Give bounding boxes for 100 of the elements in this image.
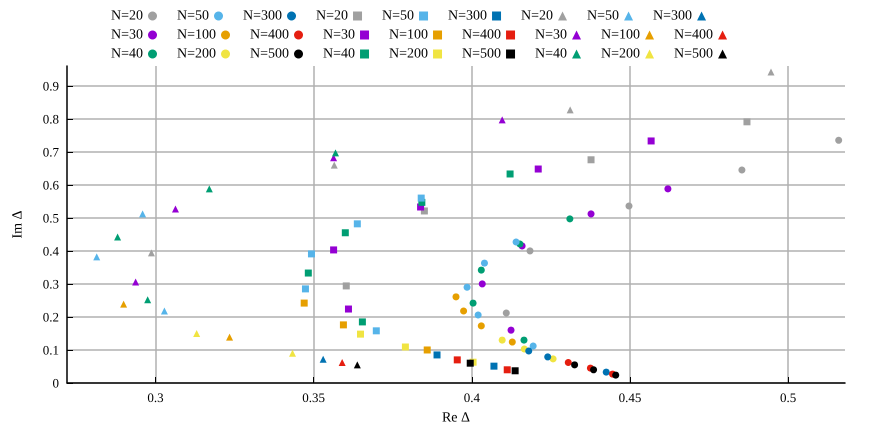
point: [588, 156, 595, 164]
point: [320, 356, 327, 363]
point: [530, 342, 537, 350]
point: [602, 368, 610, 376]
point: [402, 344, 409, 351]
point: [464, 284, 471, 291]
point: [424, 346, 431, 354]
point: [300, 300, 308, 307]
legend-label: N=20: [521, 8, 554, 24]
legend-label: N=400: [250, 28, 290, 42]
legend-label: N=500: [250, 46, 290, 62]
legend-label: N=50: [587, 8, 620, 24]
legend-label: N=50: [176, 8, 210, 24]
y-tick-label: 0.8: [42, 111, 59, 126]
x-tick-label: 0.45: [618, 390, 642, 405]
legend-label: N=100: [389, 28, 428, 42]
point: [132, 278, 140, 286]
point: [93, 253, 100, 260]
x-tick-label: 0.35: [302, 390, 326, 405]
point: [160, 308, 168, 315]
point: [354, 361, 361, 368]
point: [144, 296, 152, 304]
point: [508, 326, 515, 334]
point: [302, 285, 309, 292]
point: [534, 166, 542, 173]
y-tick-label: 0.6: [42, 177, 60, 192]
point: [148, 249, 155, 256]
y-tick-label: 0.7: [42, 144, 60, 160]
x-axis-title: Re Δ: [442, 410, 470, 426]
point: [470, 300, 477, 307]
point: [206, 185, 213, 192]
y-tick-label: 0.1: [42, 342, 59, 358]
point: [564, 359, 572, 366]
y-tick-label: 0.9: [42, 78, 59, 94]
point: [520, 336, 528, 344]
legend-label: N=300: [448, 8, 488, 24]
legend-label: N=20: [316, 8, 348, 24]
point: [490, 362, 498, 370]
point: [308, 250, 315, 258]
x-tick-label: 0.4: [464, 390, 480, 405]
point: [226, 334, 234, 341]
point: [502, 309, 510, 316]
point: [338, 359, 346, 366]
point: [344, 306, 352, 313]
y-tick-label: 0.5: [42, 210, 59, 226]
legend-label: N=500: [462, 46, 502, 62]
point: [544, 353, 552, 360]
point: [172, 205, 179, 212]
legend-label: N=200: [389, 46, 428, 62]
legend-label: N=20: [110, 8, 144, 24]
y-tick-label: 0.4: [42, 243, 60, 258]
point: [767, 68, 774, 76]
legend-label: N=200: [176, 46, 216, 62]
point: [512, 367, 519, 374]
point: [626, 202, 632, 210]
point: [452, 293, 460, 300]
y-tick-label: 0.3: [42, 276, 59, 292]
point: [526, 247, 534, 254]
point: [358, 318, 366, 326]
legend-label: N=30: [110, 28, 144, 42]
point: [508, 338, 516, 346]
point: [550, 355, 557, 362]
legend-label: N=300: [243, 8, 282, 24]
point: [512, 238, 520, 246]
point: [478, 280, 486, 288]
point: [466, 360, 474, 367]
point: [454, 356, 461, 364]
point: [304, 270, 312, 277]
legend-label: N=40: [535, 46, 568, 62]
point: [342, 282, 350, 290]
point: [588, 210, 595, 218]
point: [434, 351, 441, 358]
point: [498, 336, 506, 344]
point: [478, 266, 485, 274]
legend-label: N=400: [674, 28, 714, 42]
y-tick-label: 0: [52, 376, 59, 390]
legend-label: N=40: [323, 46, 356, 62]
legend-label: N=400: [462, 28, 502, 42]
legend-label: N=300: [653, 8, 692, 24]
y-tick-label: 0.2: [42, 309, 59, 324]
point: [612, 372, 620, 379]
point: [478, 322, 485, 330]
point: [288, 350, 296, 357]
point: [504, 366, 511, 374]
point: [418, 194, 425, 202]
point: [356, 330, 364, 338]
point: [571, 361, 578, 368]
point: [330, 246, 338, 254]
point: [835, 136, 842, 144]
legend-label: N=200: [601, 46, 640, 62]
point: [354, 220, 361, 228]
point: [648, 137, 655, 144]
point: [566, 215, 574, 222]
legend-label: N=100: [176, 28, 216, 42]
legend-label: N=30: [323, 28, 356, 42]
point: [590, 366, 598, 374]
legend-label: N=100: [601, 28, 640, 42]
y-axis-title: Im Δ: [10, 210, 26, 239]
legend-label: N=50: [382, 8, 414, 24]
point: [340, 321, 347, 328]
